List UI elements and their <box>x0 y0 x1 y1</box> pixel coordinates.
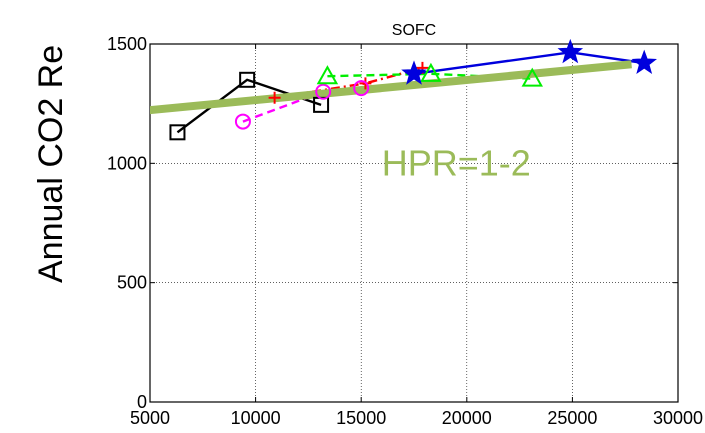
axis-ticks: 5000 10000 15000 20000 25000 30000 0 500 1000 150… <box>107 34 703 428</box>
y-axis-label: Annual CO2 Re <box>32 45 70 283</box>
series-group <box>177 52 644 132</box>
chart-title: SOFC <box>392 22 436 39</box>
data-point-circle <box>236 115 250 129</box>
y-tick-label: 500 <box>117 273 147 293</box>
data-point-square <box>314 98 328 112</box>
y-tick-label: 1000 <box>107 153 147 173</box>
trend-group <box>145 64 632 110</box>
trend-line <box>145 64 632 110</box>
x-tick-label: 15000 <box>336 408 386 428</box>
x-tick-label: 10000 <box>231 408 281 428</box>
data-point-star <box>633 51 656 73</box>
x-tick-label: 20000 <box>442 408 492 428</box>
y-tick-label: 1500 <box>107 34 147 54</box>
x-tick-label: 30000 <box>653 408 703 428</box>
x-tick-label: 5000 <box>130 408 170 428</box>
annotation-hpr: HPR=1-2 <box>382 142 531 183</box>
x-tick-label: 25000 <box>547 408 597 428</box>
y-tick-label: 0 <box>137 392 147 412</box>
plot-area-frame <box>150 44 678 402</box>
grid <box>150 44 678 402</box>
